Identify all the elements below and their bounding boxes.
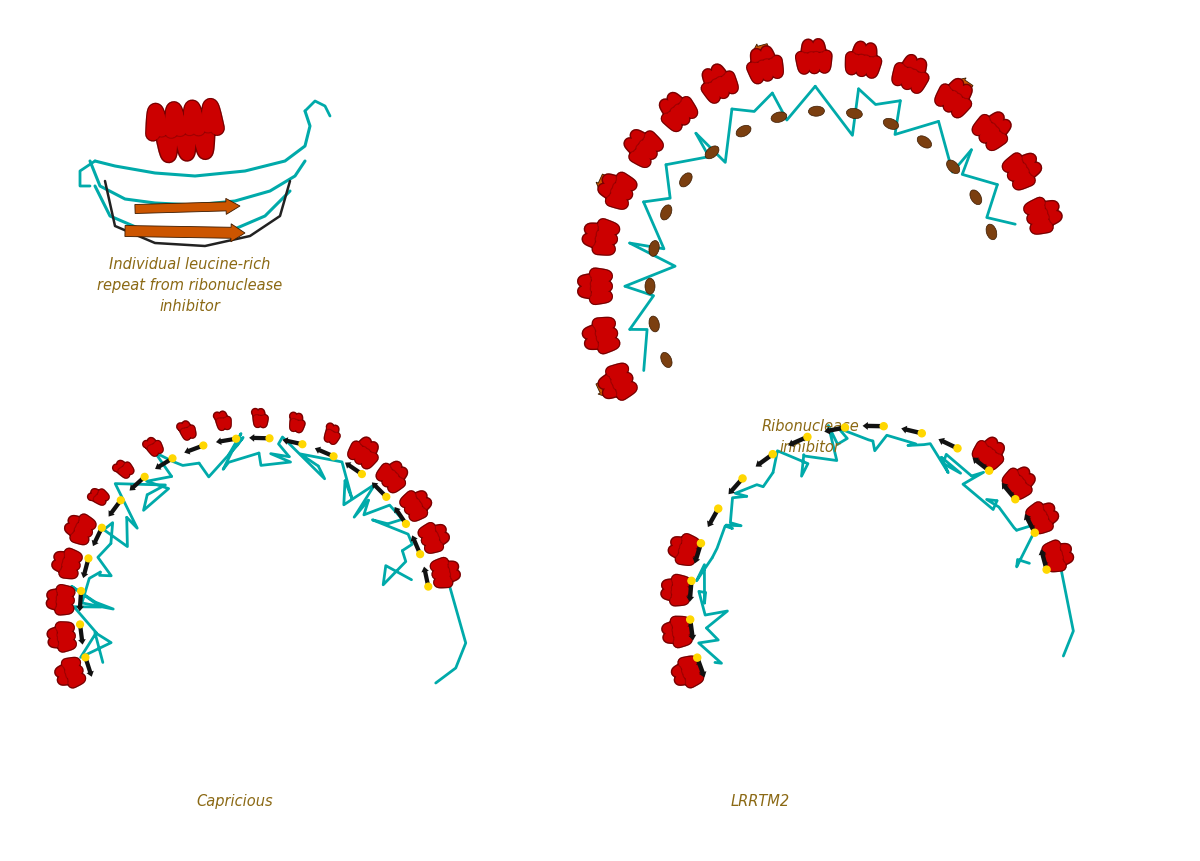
Ellipse shape xyxy=(736,127,751,138)
FancyArrow shape xyxy=(130,475,146,491)
Circle shape xyxy=(330,454,337,460)
FancyArrow shape xyxy=(692,543,703,564)
Circle shape xyxy=(77,622,84,628)
Circle shape xyxy=(82,654,89,661)
Circle shape xyxy=(142,474,148,480)
Circle shape xyxy=(169,455,176,462)
FancyArrow shape xyxy=(80,558,90,579)
Circle shape xyxy=(841,424,848,431)
Ellipse shape xyxy=(772,113,787,123)
Text: Individual leucine-rich
repeat from ribonuclease
inhibitor: Individual leucine-rich repeat from ribo… xyxy=(97,257,283,313)
FancyArrow shape xyxy=(395,507,408,525)
FancyArrow shape xyxy=(1002,483,1016,501)
FancyArrow shape xyxy=(421,567,431,587)
Ellipse shape xyxy=(646,279,655,294)
Circle shape xyxy=(686,616,694,623)
FancyArrow shape xyxy=(788,436,809,448)
FancyArrow shape xyxy=(185,444,204,455)
Text: LRRTM2: LRRTM2 xyxy=(731,793,790,808)
Circle shape xyxy=(118,498,124,504)
FancyArrow shape xyxy=(83,657,94,677)
FancyArrow shape xyxy=(78,624,85,645)
FancyArrow shape xyxy=(1024,514,1037,534)
FancyArrow shape xyxy=(695,657,707,678)
Ellipse shape xyxy=(883,119,899,130)
FancyArrow shape xyxy=(824,426,846,435)
Ellipse shape xyxy=(660,206,672,220)
Circle shape xyxy=(804,434,811,441)
Circle shape xyxy=(416,551,424,558)
Circle shape xyxy=(739,475,746,482)
Circle shape xyxy=(880,424,887,430)
Ellipse shape xyxy=(661,353,672,369)
Circle shape xyxy=(383,494,390,501)
Circle shape xyxy=(299,442,306,448)
Ellipse shape xyxy=(947,161,960,175)
Ellipse shape xyxy=(706,146,719,159)
FancyArrow shape xyxy=(282,437,302,447)
Ellipse shape xyxy=(649,241,659,257)
Circle shape xyxy=(98,524,106,531)
FancyArrow shape xyxy=(250,435,270,443)
Ellipse shape xyxy=(809,107,824,117)
Circle shape xyxy=(985,468,992,474)
Text: Capricious: Capricious xyxy=(197,793,274,808)
FancyArrow shape xyxy=(410,536,422,555)
Circle shape xyxy=(694,654,701,661)
Circle shape xyxy=(78,588,84,595)
FancyArrow shape xyxy=(1039,549,1049,571)
FancyArrow shape xyxy=(756,453,774,468)
FancyArrow shape xyxy=(314,447,335,459)
Ellipse shape xyxy=(679,174,692,188)
FancyArrow shape xyxy=(372,483,388,499)
Circle shape xyxy=(697,540,704,547)
FancyArrow shape xyxy=(346,462,364,476)
FancyArrow shape xyxy=(125,225,245,243)
Ellipse shape xyxy=(986,225,997,240)
FancyArrow shape xyxy=(91,527,103,547)
Circle shape xyxy=(769,451,776,458)
FancyArrow shape xyxy=(134,199,240,215)
Circle shape xyxy=(918,430,925,437)
FancyArrow shape xyxy=(216,437,236,445)
Circle shape xyxy=(233,436,240,443)
Circle shape xyxy=(1031,530,1038,536)
Circle shape xyxy=(85,555,92,562)
Circle shape xyxy=(715,505,721,512)
Ellipse shape xyxy=(846,109,863,120)
FancyArrow shape xyxy=(596,381,610,397)
Circle shape xyxy=(1012,496,1019,503)
FancyArrow shape xyxy=(108,499,122,517)
Circle shape xyxy=(359,471,365,478)
FancyArrow shape xyxy=(938,438,959,451)
FancyArrow shape xyxy=(77,592,84,611)
FancyArrow shape xyxy=(728,478,744,495)
Circle shape xyxy=(200,443,206,449)
Circle shape xyxy=(1043,567,1050,573)
Circle shape xyxy=(954,445,961,452)
FancyArrow shape xyxy=(958,79,973,93)
Text: Ribonuclease
inhibitor: Ribonuclease inhibitor xyxy=(761,418,859,455)
FancyArrow shape xyxy=(707,508,720,528)
Circle shape xyxy=(266,436,272,443)
FancyArrow shape xyxy=(752,45,769,58)
FancyArrow shape xyxy=(863,423,883,430)
FancyArrow shape xyxy=(155,457,174,470)
Ellipse shape xyxy=(917,137,931,149)
Circle shape xyxy=(688,578,695,585)
Circle shape xyxy=(425,584,432,591)
FancyArrow shape xyxy=(686,581,694,602)
FancyArrow shape xyxy=(901,426,923,436)
Ellipse shape xyxy=(970,190,982,206)
FancyArrow shape xyxy=(972,458,990,473)
FancyArrow shape xyxy=(596,175,610,191)
FancyArrow shape xyxy=(688,620,696,641)
Ellipse shape xyxy=(649,317,659,332)
Circle shape xyxy=(402,521,409,528)
